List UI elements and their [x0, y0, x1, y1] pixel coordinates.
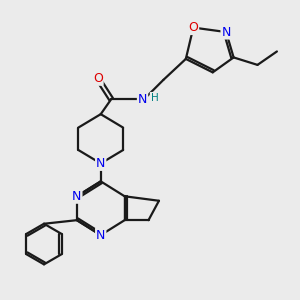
Text: N: N — [221, 26, 231, 38]
Text: O: O — [188, 21, 198, 34]
Text: N: N — [96, 157, 105, 170]
Text: H: H — [151, 93, 158, 103]
Text: N: N — [138, 93, 147, 106]
Text: N: N — [72, 190, 82, 203]
Text: O: O — [93, 72, 103, 85]
Text: N: N — [96, 229, 105, 242]
